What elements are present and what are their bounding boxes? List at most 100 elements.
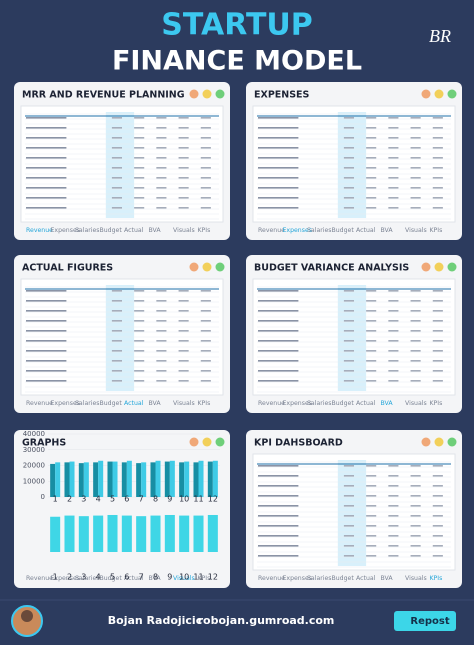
sheet-num xyxy=(343,147,354,149)
sheet-num xyxy=(156,370,167,372)
sheet-text xyxy=(26,300,67,302)
sheet-num xyxy=(388,207,399,209)
card-title: MRR AND REVENUE PLANNING xyxy=(22,90,185,101)
sheet-text xyxy=(258,465,299,467)
sheet-tab: KPIs xyxy=(430,575,443,582)
sheet-num xyxy=(200,157,211,159)
sheet-num xyxy=(388,370,399,372)
sheet-tab: Budget xyxy=(100,575,123,582)
window-dot xyxy=(215,89,225,99)
sheet-num xyxy=(178,380,189,382)
bar xyxy=(150,515,161,552)
window-dot xyxy=(189,262,199,272)
sheet-num xyxy=(366,555,377,557)
sheet-num xyxy=(343,167,354,169)
x-tick-label: 5 xyxy=(110,495,115,504)
x-tick-label: 2 xyxy=(67,573,72,582)
bar xyxy=(69,461,75,497)
bar xyxy=(169,460,175,497)
sheet-num xyxy=(200,380,211,382)
sheet-num xyxy=(388,137,399,139)
sheet-num xyxy=(343,555,354,557)
sheet-num xyxy=(200,127,211,129)
sheet-num xyxy=(178,167,189,169)
sheet-num xyxy=(156,147,167,149)
sheet-num xyxy=(200,310,211,312)
window-dot xyxy=(202,262,212,272)
sheet-num xyxy=(343,300,354,302)
sheet-num xyxy=(134,320,145,322)
repost-label[interactable]: Repost xyxy=(410,616,449,627)
sheet-num xyxy=(410,300,421,302)
sheet-num xyxy=(432,360,443,362)
sheet-num xyxy=(366,515,377,517)
sheet-num xyxy=(432,310,443,312)
sheet-num xyxy=(343,475,354,477)
bar xyxy=(50,463,56,497)
sheet-num xyxy=(134,167,145,169)
sheet-num xyxy=(343,535,354,537)
sheet-text xyxy=(258,475,299,477)
sheet-num xyxy=(343,187,354,189)
window-dot xyxy=(202,437,212,447)
sheet-num xyxy=(111,207,122,209)
sheet-num xyxy=(410,187,421,189)
sheet-num xyxy=(156,300,167,302)
sheet-num xyxy=(432,147,443,149)
sheet-num xyxy=(366,535,377,537)
sheet-num xyxy=(343,495,354,497)
sheet-num xyxy=(178,290,189,292)
sheet-num xyxy=(134,350,145,352)
sheet-num xyxy=(134,147,145,149)
x-tick-label: 9 xyxy=(167,573,172,582)
x-tick-label: 7 xyxy=(139,573,144,582)
sheet-tab: Budget xyxy=(332,227,355,234)
sheet-num xyxy=(432,505,443,507)
sheet-num xyxy=(388,340,399,342)
sheet-num xyxy=(343,310,354,312)
sheet-num xyxy=(366,370,377,372)
y-tick-label: 0 xyxy=(41,493,45,501)
sheet-num xyxy=(432,137,443,139)
sheet-num xyxy=(178,117,189,119)
sheet-num xyxy=(432,330,443,332)
sheet-num xyxy=(410,545,421,547)
sheet-num xyxy=(200,370,211,372)
repost-button[interactable] xyxy=(394,611,456,631)
sheet-num xyxy=(388,545,399,547)
sheet-tab: Actual xyxy=(356,400,376,407)
sheet-num xyxy=(343,117,354,119)
sheet-tab: BVA xyxy=(149,400,162,407)
sheet-text xyxy=(26,137,67,139)
sheet-num xyxy=(343,485,354,487)
bar xyxy=(155,460,161,497)
sheet-num xyxy=(366,495,377,497)
sheet-text xyxy=(258,525,299,527)
sheet-num xyxy=(134,157,145,159)
sheet-highlight xyxy=(337,112,367,218)
sheet-num xyxy=(410,350,421,352)
x-tick-label: 10 xyxy=(179,495,189,504)
card-title: KPI DAHSBOARD xyxy=(254,438,343,449)
sheet-num xyxy=(432,525,443,527)
card-title: GRAPHS xyxy=(22,438,66,449)
sheet-num xyxy=(366,475,377,477)
sheet-num xyxy=(178,330,189,332)
sheet-num xyxy=(178,157,189,159)
sheet-num xyxy=(410,147,421,149)
bar xyxy=(64,515,75,552)
sheet-text xyxy=(26,127,67,129)
x-tick-label: 8 xyxy=(153,495,158,504)
window-dot xyxy=(189,89,199,99)
window-dot xyxy=(421,437,431,447)
x-tick-label: 6 xyxy=(124,495,129,504)
sheet-text xyxy=(26,187,67,189)
sheet-num xyxy=(410,117,421,119)
sheet-num xyxy=(388,360,399,362)
bar xyxy=(164,514,175,552)
sheet-tab: Salaries xyxy=(307,227,332,234)
sheet-num xyxy=(178,187,189,189)
sheet-num xyxy=(366,300,377,302)
sheet-num xyxy=(200,147,211,149)
sheet-num xyxy=(178,350,189,352)
